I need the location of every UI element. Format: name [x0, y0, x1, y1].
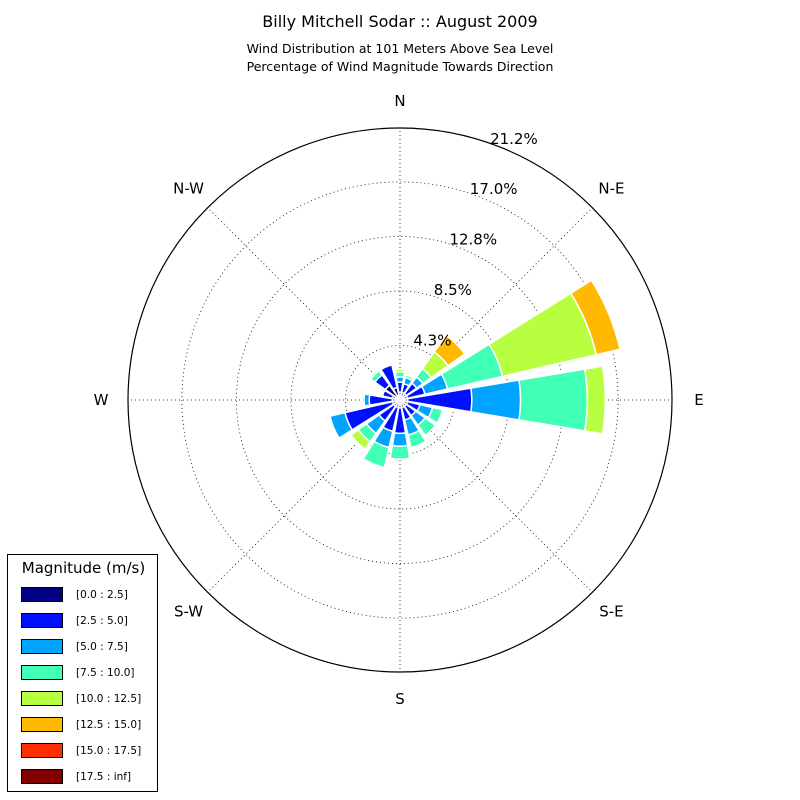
grid-circle	[181, 181, 619, 619]
radial-tick-label: 8.5%	[434, 281, 472, 299]
legend-swatch	[21, 743, 63, 758]
legend-label: [12.5 : 15.0]	[76, 719, 142, 731]
magnitude-legend: Magnitude (m/s) [0.0 : 2.5] [2.5 : 5.0] …	[7, 554, 158, 792]
rose-sector-segment	[404, 374, 415, 382]
rose-sector-segment	[427, 406, 444, 425]
compass-label: S	[395, 690, 405, 708]
compass-label: N	[394, 92, 405, 110]
rose-sector-segment	[407, 429, 427, 449]
rose-sector-segment	[361, 457, 386, 470]
rose-sector-segment	[470, 379, 522, 421]
legend-label: [17.5 : inf]	[76, 771, 132, 783]
legend-swatch	[21, 691, 63, 706]
polar-frame	[127, 127, 673, 673]
legend-label: [15.0 : 17.5]	[76, 745, 142, 757]
grid-spoke	[399, 399, 593, 593]
compass-label: W	[94, 391, 109, 409]
legend-title: Magnitude (m/s)	[21, 559, 146, 577]
legend-label: [7.5 : 10.0]	[76, 667, 135, 679]
legend-label: [2.5 : 5.0]	[76, 615, 128, 627]
legend-swatch	[21, 613, 63, 628]
compass-label: N-W	[173, 180, 204, 198]
rose-sectors	[329, 279, 621, 470]
legend-label: [10.0 : 12.5]	[76, 693, 142, 705]
rose-sector-segment	[394, 368, 406, 374]
compass-label: E	[694, 391, 703, 409]
outer-circle	[127, 127, 673, 673]
rose-sector-segment	[349, 428, 372, 451]
grid-spoke	[207, 207, 401, 401]
radial-tick-label: 12.8%	[449, 230, 497, 248]
rose-sector-segment	[381, 389, 395, 400]
legend-swatch	[21, 769, 63, 784]
legend-label: [5.0 : 7.5]	[76, 641, 128, 653]
polar-labels: 4.3% 8.5% 12.8% 17.0% 21.2% N N-E E S-E S S-W W N-W	[94, 92, 704, 708]
legend-swatch	[21, 587, 63, 602]
rose-sector-segment	[518, 368, 589, 432]
compass-label: N-E	[598, 180, 624, 198]
rose-sector-segment	[363, 393, 371, 407]
chart-subtitle-line2: Percentage of Wind Magnitude Towards Dir…	[246, 59, 554, 74]
radial-tick-label: 21.2%	[490, 130, 538, 148]
legend-swatch	[21, 639, 63, 654]
rose-sector-segment	[583, 365, 607, 435]
legend-swatch	[21, 717, 63, 732]
rose-sector-segment	[379, 364, 399, 391]
rose-sector-segment	[569, 279, 621, 356]
radial-tick-label: 17.0%	[470, 180, 518, 198]
rose-sector-segment	[416, 416, 437, 437]
rose-sector-segment	[329, 411, 354, 440]
grid-spoke	[399, 207, 593, 401]
radial-tick-label: 4.3%	[413, 331, 451, 349]
rose-sector-segment	[389, 444, 411, 460]
rose-sector-segment	[369, 369, 384, 384]
chart-subtitle-line1: Wind Distribution at 101 Meters Above Se…	[246, 41, 554, 56]
grid-spoke	[207, 399, 401, 593]
chart-title: Billy Mitchell Sodar :: August 2009	[262, 12, 538, 31]
rose-sector-segment	[391, 432, 409, 447]
compass-label: S-W	[174, 602, 203, 620]
legend-swatch	[21, 665, 63, 680]
rose-sector-segment	[433, 334, 466, 367]
legend-label: [0.0 : 2.5]	[76, 589, 128, 601]
compass-label: S-E	[599, 602, 623, 620]
